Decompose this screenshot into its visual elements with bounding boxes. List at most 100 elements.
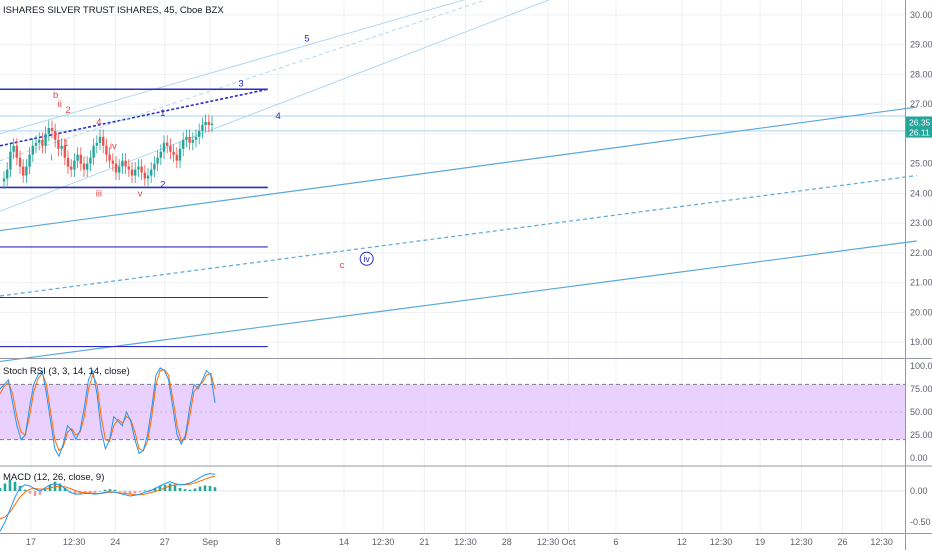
time-axis-label: 12:30 — [710, 537, 733, 547]
macd-histogram-bar — [8, 479, 12, 491]
candle — [198, 123, 201, 145]
candle-body — [92, 145, 95, 158]
stoch-axis-label: 100.00 — [910, 361, 932, 371]
macd-histogram-bar — [0, 487, 2, 491]
candle-body — [9, 151, 12, 170]
stoch-axis-label: 75.00 — [910, 384, 932, 394]
candle — [134, 162, 137, 183]
candle-body — [111, 160, 114, 164]
candle-body — [79, 154, 82, 164]
macd-histogram-bar — [63, 487, 67, 491]
stoch-rsi-panel[interactable] — [0, 367, 905, 458]
candle — [150, 162, 153, 183]
macd-histogram-bar — [153, 487, 157, 491]
channel-line — [0, 0, 466, 135]
macd-histogram-bar — [178, 487, 182, 491]
wave-label: i — [50, 153, 52, 164]
candle — [137, 159, 140, 178]
candle-body — [44, 133, 47, 146]
price-axis-label: 19.00 — [910, 337, 932, 347]
candle — [162, 135, 166, 160]
grid — [0, 0, 905, 533]
macd-histogram-bar — [103, 489, 107, 491]
candle — [73, 153, 76, 178]
macd-histogram-bar — [198, 486, 202, 491]
macd-histogram-bar — [38, 491, 42, 495]
channel-line — [0, 0, 487, 162]
macd-panel[interactable] — [0, 473, 905, 532]
time-axis-label: 12:30 — [870, 537, 893, 547]
candle — [111, 153, 114, 172]
stoch-k-line — [0, 367, 216, 458]
candle-body — [98, 136, 102, 143]
time-axis-label: 17 — [26, 537, 36, 547]
candle-body — [63, 145, 66, 158]
time-axis-label: 24 — [110, 537, 120, 547]
candle-body — [118, 166, 121, 173]
channel-line — [0, 88, 268, 147]
candle — [92, 138, 95, 166]
stoch-axis-label: 25.00 — [910, 430, 932, 440]
wave-label: iii — [96, 188, 102, 199]
candle-body — [188, 136, 191, 143]
candle — [201, 117, 204, 139]
price-axis-label: 28.00 — [910, 69, 932, 79]
candle-body — [41, 139, 44, 146]
time-axis-label: 12:30 — [63, 537, 86, 547]
candle-body — [191, 139, 194, 143]
candle-body — [201, 124, 204, 131]
price-tag-label: 26.11 — [909, 128, 930, 138]
macd-histogram-bar — [58, 483, 62, 491]
candle — [18, 150, 22, 175]
time-axis-label: Sep — [202, 537, 218, 547]
candle-body — [143, 172, 146, 179]
macd-histogram-bar — [73, 491, 77, 495]
candle — [143, 165, 146, 186]
candle-body — [198, 130, 201, 137]
time-axis-label: 12:30 — [372, 537, 395, 547]
candle-body — [38, 139, 41, 143]
macd-histogram-bar — [128, 491, 132, 495]
macd-histogram-bar — [28, 491, 32, 494]
candle — [172, 144, 175, 163]
candle — [47, 120, 50, 142]
candle-body — [15, 145, 18, 158]
candle-body — [185, 136, 188, 140]
candle-body — [60, 145, 63, 149]
candle — [130, 162, 134, 183]
candle-body — [194, 136, 198, 140]
candle-body — [34, 142, 38, 146]
candle — [9, 144, 12, 178]
candle — [79, 147, 82, 172]
candle — [86, 156, 89, 178]
wave-label: 5 — [304, 34, 309, 45]
candle — [191, 132, 194, 151]
candle — [118, 159, 121, 180]
candle — [102, 129, 105, 154]
candle-body — [86, 163, 89, 170]
macd-histogram-bar — [113, 489, 117, 491]
candle-body — [28, 154, 31, 167]
channel-line — [0, 174, 917, 297]
candle-body — [12, 145, 15, 152]
price-axis-label: 29.00 — [910, 40, 932, 50]
candle — [178, 141, 182, 169]
candle — [108, 147, 111, 169]
candle-body — [50, 127, 54, 131]
macd-histogram-bar — [108, 489, 112, 491]
candle-body — [140, 166, 143, 173]
candle — [207, 114, 210, 133]
candle-body — [153, 163, 156, 170]
candle — [169, 138, 172, 160]
macd-axis-label: 0.00 — [910, 486, 928, 496]
candle — [124, 153, 127, 175]
candle — [6, 162, 9, 186]
candle — [57, 132, 60, 157]
candle — [22, 159, 25, 183]
time-axis-label: 27 — [160, 537, 170, 547]
candle — [12, 138, 15, 160]
candle-body — [70, 166, 73, 170]
